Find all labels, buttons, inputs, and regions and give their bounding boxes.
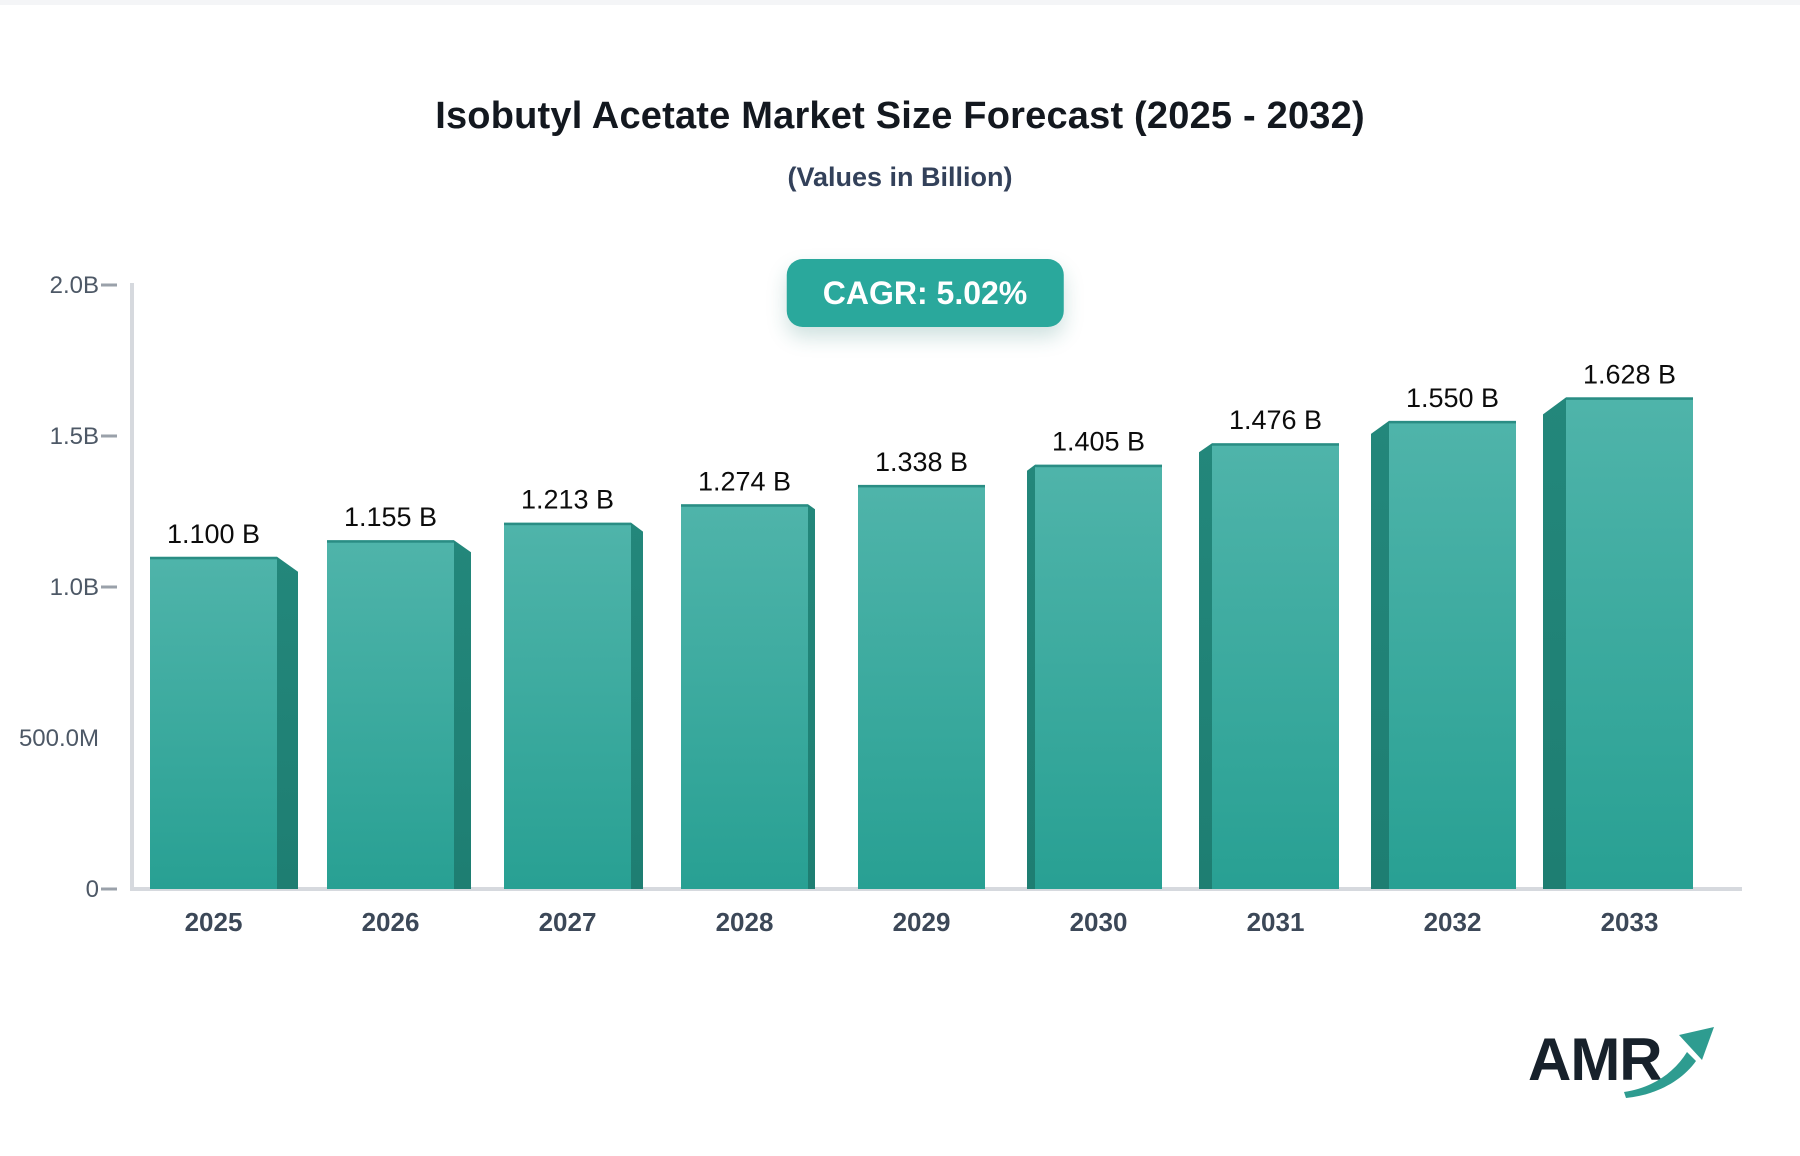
- amr-logo-text: AMR: [1528, 1026, 1663, 1093]
- y-axis-tick-label: 500.0M: [19, 725, 99, 752]
- x-axis-label-2027: 2027: [539, 907, 597, 937]
- bar-2033: [1566, 397, 1693, 889]
- bar-side-2031: [1199, 443, 1212, 889]
- x-axis-label-2032: 2032: [1424, 907, 1482, 937]
- bar-side-2033: [1543, 397, 1566, 889]
- y-axis-tick: [101, 887, 117, 891]
- bar-side-2025: [277, 556, 298, 889]
- amr-logo: AMR: [1528, 1026, 1728, 1120]
- x-axis-label-2028: 2028: [716, 907, 774, 937]
- bar-top-edge-2027: [504, 522, 631, 526]
- bar-value-label-2025: 1.100 B: [167, 519, 260, 549]
- window-top-edge: [0, 0, 1800, 5]
- bar-value-label-2033: 1.628 B: [1583, 359, 1676, 389]
- y-axis-line: [130, 283, 134, 891]
- x-axis-label-2026: 2026: [362, 907, 420, 937]
- x-axis-label-2033: 2033: [1601, 907, 1659, 937]
- bar-2031: [1212, 443, 1339, 889]
- bar-value-label-2026: 1.155 B: [344, 502, 437, 532]
- bar-2030: [1035, 464, 1162, 889]
- y-axis-tick-label: 2.0B: [50, 272, 99, 299]
- chart-title: Isobutyl Acetate Market Size Forecast (2…: [435, 95, 1365, 137]
- chart-subtitle: (Values in Billion): [787, 162, 1013, 192]
- bar-value-label-2028: 1.274 B: [698, 466, 791, 496]
- bar-top-edge-2026: [327, 540, 454, 543]
- bar-top-edge-2029: [858, 484, 985, 488]
- bar-value-label-2029: 1.338 B: [875, 447, 968, 477]
- bar-2032: [1389, 420, 1516, 889]
- bar-value-label-2030: 1.405 B: [1052, 427, 1145, 457]
- bar-top-edge-2033: [1566, 397, 1693, 400]
- cagr-badge: CAGR: 5.02%: [786, 259, 1064, 327]
- bar-2028: [681, 504, 808, 889]
- x-axis-label-2031: 2031: [1247, 907, 1305, 937]
- y-axis-tick-label: 0: [86, 876, 99, 903]
- bar-2027: [504, 522, 631, 889]
- bar-top-edge-2031: [1212, 443, 1339, 446]
- x-axis-label-2030: 2030: [1070, 907, 1128, 937]
- x-axis-label-2025: 2025: [185, 907, 243, 937]
- bar-2029: [858, 484, 985, 889]
- y-axis-tick: [101, 283, 117, 287]
- x-axis-label-2029: 2029: [893, 907, 951, 937]
- bar-top-edge-2032: [1389, 420, 1516, 424]
- bar-side-2026: [454, 540, 471, 889]
- bar-top-edge-2030: [1035, 464, 1162, 468]
- bar-value-label-2032: 1.550 B: [1406, 383, 1499, 413]
- bar-top-edge-2028: [681, 504, 808, 507]
- y-axis-tick: [101, 585, 117, 589]
- bar-value-label-2027: 1.213 B: [521, 485, 614, 515]
- bar-side-2028: [808, 504, 815, 889]
- bar-side-2032: [1371, 420, 1389, 889]
- y-axis-tick: [101, 434, 117, 438]
- bar-side-2030: [1027, 464, 1035, 889]
- y-axis-tick-label: 1.0B: [50, 574, 99, 601]
- y-axis-tick-label: 1.5B: [50, 423, 99, 450]
- bar-side-2027: [631, 522, 643, 889]
- bar-value-label-2031: 1.476 B: [1229, 405, 1322, 435]
- bar-2025: [150, 556, 277, 889]
- bar-2026: [327, 540, 454, 889]
- growth-arrow-icon: [1624, 1027, 1714, 1098]
- bar-top-edge-2025: [150, 556, 277, 560]
- cagr-badge-label: CAGR: 5.02%: [822, 274, 1028, 311]
